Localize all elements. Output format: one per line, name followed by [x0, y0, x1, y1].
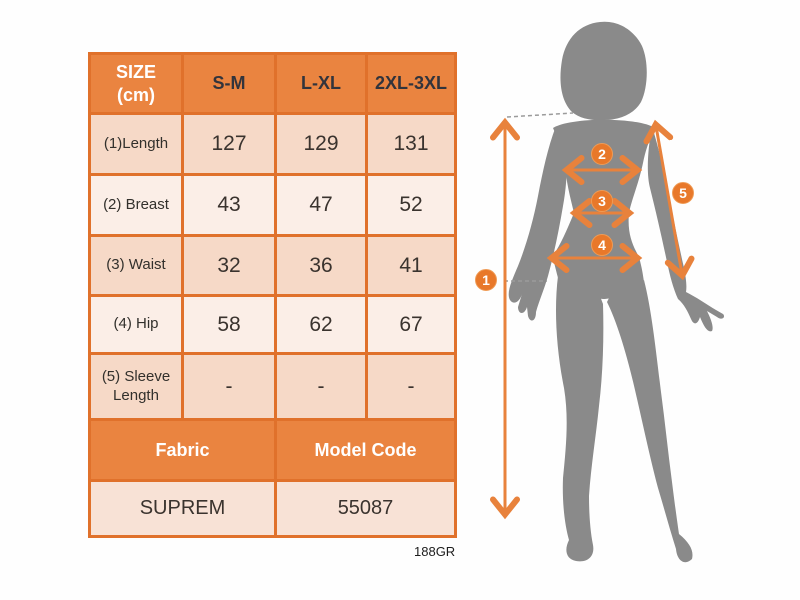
model-code-value: 55087 [277, 482, 454, 535]
row-label-sleeve-length: (5) Sleeve Length [91, 355, 181, 418]
marker-2-badge: 2 [591, 143, 613, 165]
sleeve-sm: - [184, 355, 274, 418]
woman-silhouette [508, 21, 725, 563]
marker-5-badge: 5 [672, 182, 694, 204]
marker-5-label: 5 [679, 185, 687, 201]
row-label-waist: (3) Waist [91, 237, 181, 294]
sleeve-2xl3xl: - [368, 355, 454, 418]
measurement-figure: 1 2 3 4 5 [475, 21, 725, 563]
length-2xl3xl: 131 [368, 115, 454, 173]
fabric-header: Fabric [91, 421, 274, 479]
waist-lxl: 36 [277, 237, 365, 294]
column-header-lxl: L-XL [277, 55, 365, 112]
waist-2xl3xl: 41 [368, 237, 454, 294]
marker-3-label: 3 [598, 193, 606, 209]
column-header-2xl3xl: 2XL-3XL [368, 55, 454, 112]
shoulder-dashed-line [506, 112, 574, 118]
size-header-line1: SIZE [115, 62, 156, 82]
sleeve-arrow [643, 119, 695, 281]
model-code-header: Model Code [277, 421, 454, 479]
hip-lxl: 62 [277, 297, 365, 352]
marker-2-label: 2 [598, 146, 606, 162]
sleeve-lxl: - [277, 355, 365, 418]
length-lxl: 129 [277, 115, 365, 173]
row-label-breast: (2) Breast [91, 176, 181, 234]
fabric-value: SUPREM [91, 482, 274, 535]
breast-sm: 43 [184, 176, 274, 234]
column-header-sm: S-M [184, 55, 274, 112]
marker-4-badge: 4 [591, 234, 613, 256]
size-unit-header: SIZE (cm) [91, 55, 181, 112]
hip-2xl3xl: 67 [368, 297, 454, 352]
length-sm: 127 [184, 115, 274, 173]
marker-3-badge: 3 [591, 190, 613, 212]
marker-4-label: 4 [598, 237, 606, 253]
marker-1-label: 1 [482, 272, 490, 288]
marker-1-badge: 1 [475, 269, 497, 291]
size-chart-table: SIZE (cm) S-M L-XL 2XL-3XL (1)Length 127… [88, 52, 457, 538]
size-header-line2: (cm) [116, 84, 155, 105]
row-label-length: (1)Length [91, 115, 181, 173]
row-label-hip: (4) Hip [91, 297, 181, 352]
weight-code-footnote: 188GR [414, 544, 456, 559]
hip-sm: 58 [184, 297, 274, 352]
waist-sm: 32 [184, 237, 274, 294]
breast-lxl: 47 [277, 176, 365, 234]
breast-2xl3xl: 52 [368, 176, 454, 234]
